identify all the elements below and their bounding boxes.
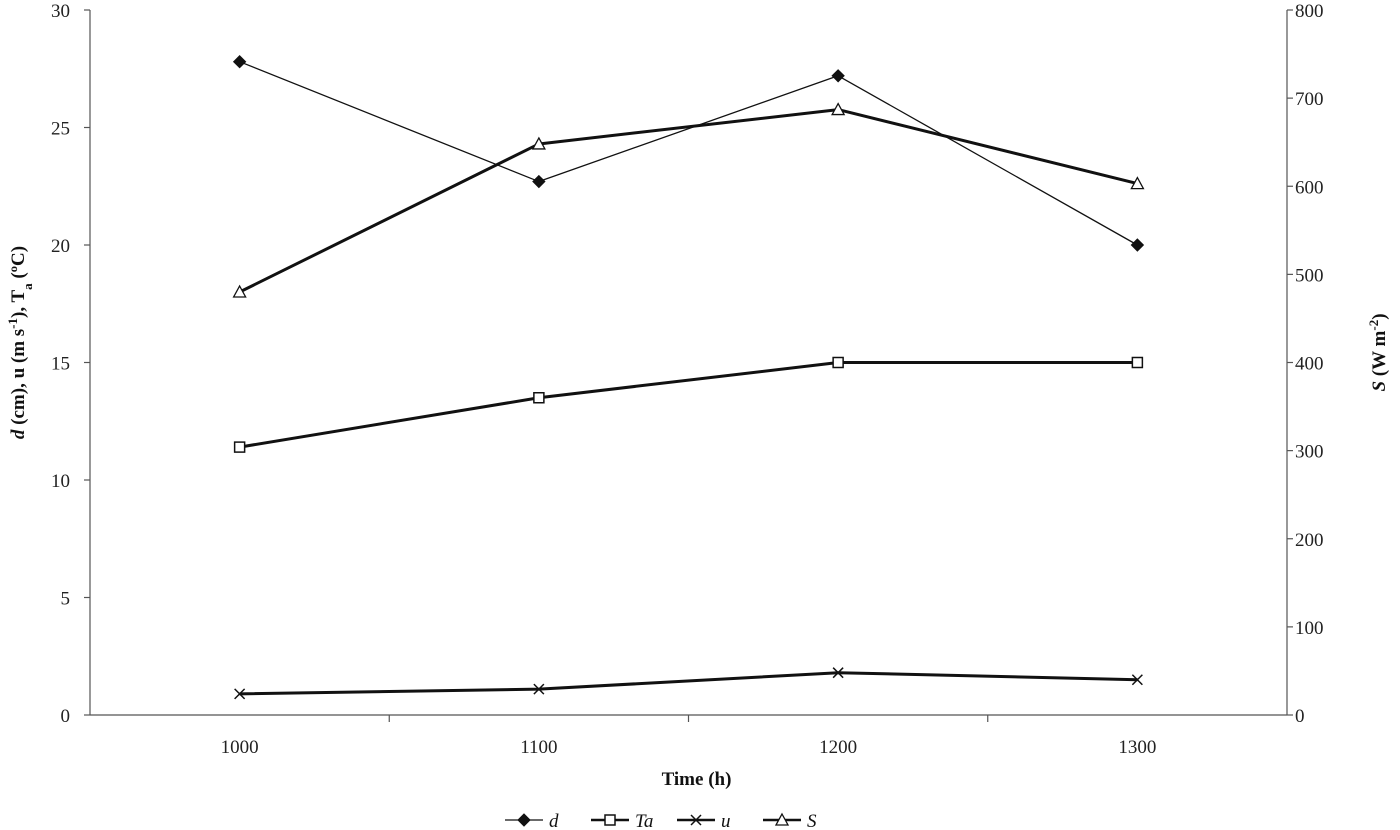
y-left-tick-label: 5	[61, 589, 71, 610]
legend-item-d: d	[505, 811, 559, 830]
series-S	[232, 102, 1145, 298]
data-point-u-stroke	[1131, 674, 1143, 686]
y-left-title-sub: a	[20, 283, 35, 290]
data-point-Ta	[832, 356, 844, 369]
data-point-d	[232, 54, 247, 69]
legend-marker-S	[774, 812, 790, 826]
legend-item-S: S	[763, 811, 817, 830]
data-point-d	[1130, 238, 1145, 252]
legend-label-u: u	[721, 811, 731, 830]
y-left-tick-label: 30	[51, 1, 70, 22]
y-left-title-sup: -1	[5, 318, 20, 329]
y-right-tick-label: 800	[1295, 1, 1324, 22]
x-tick-label: 1100	[520, 737, 557, 758]
data-point-S	[531, 136, 546, 150]
y-right-tick-label: 0	[1295, 706, 1305, 727]
y-left-tick-label: 10	[51, 471, 70, 492]
y-right-title-part: (W m	[1369, 330, 1390, 380]
y-left-title-part: (cm), u (m s	[8, 329, 29, 430]
legend-label-S: S	[807, 811, 817, 830]
data-point-Ta	[533, 392, 545, 404]
data-point-u	[1131, 674, 1143, 686]
y-right-title-part: S	[1369, 381, 1390, 392]
data-point-u	[234, 688, 246, 700]
y-left-tick-label: 25	[51, 119, 70, 140]
y-right-tick-label: 200	[1295, 530, 1324, 551]
y-left-axis-title: d (cm), u (m s-1), Ta (ºC)	[5, 246, 35, 439]
data-point-d	[532, 174, 546, 189]
data-point-S	[831, 102, 846, 116]
y-right-tick-label: 600	[1295, 177, 1324, 198]
data-point-S	[232, 284, 247, 298]
data-point-d	[831, 69, 845, 83]
series-line-Ta	[239, 361, 1138, 449]
series-Ta	[233, 356, 1144, 453]
y-right-tick-label: 100	[1295, 618, 1324, 639]
data-point-u-stroke	[533, 683, 545, 695]
legend-marker-Ta	[604, 814, 616, 826]
y-right-tick-label: 300	[1295, 442, 1324, 463]
y-right-title-part: )	[1369, 313, 1390, 319]
legend-marker-d	[517, 813, 531, 827]
y-left-tick-label: 0	[61, 706, 71, 727]
y-right-tick-label: 500	[1295, 265, 1324, 286]
legend-marker-u-stroke	[690, 814, 702, 826]
series-line-u	[239, 671, 1138, 696]
legend-label-Ta: Ta	[635, 811, 653, 830]
legend-marker-u	[690, 814, 702, 826]
x-axis-title: Time (h)	[662, 769, 732, 790]
x-tick-label: 1200	[819, 737, 857, 758]
series-d	[232, 54, 1145, 252]
legend-item-Ta: Ta	[591, 811, 653, 830]
data-point-u-stroke	[832, 667, 844, 679]
y-right-axis-title: S (W m-2)	[1366, 313, 1391, 391]
y-right-tick-label: 400	[1295, 354, 1324, 375]
data-point-u	[832, 667, 844, 679]
legend-label-d: d	[549, 811, 559, 830]
series-line-d	[239, 61, 1138, 246]
legend-item-u: u	[677, 811, 731, 830]
data-point-u	[533, 683, 545, 695]
y-left-tick-label: 15	[51, 354, 70, 375]
y-right-title-sup: -2	[1366, 320, 1381, 331]
x-tick-label: 1300	[1118, 737, 1156, 758]
y-right-tick-label: 700	[1295, 89, 1324, 110]
y-left-title-part: d	[8, 429, 29, 439]
data-point-u-stroke	[234, 688, 246, 700]
y-left-title-part: (ºC)	[8, 246, 29, 283]
series-line-S	[238, 108, 1138, 294]
data-point-Ta	[233, 441, 246, 453]
x-tick-label: 1000	[221, 737, 259, 758]
y-left-tick-label: 20	[51, 236, 70, 257]
series-u	[234, 667, 1143, 700]
data-point-Ta	[1131, 356, 1144, 369]
y-left-title-part: ), T	[8, 289, 29, 317]
data-point-S	[1130, 176, 1145, 190]
